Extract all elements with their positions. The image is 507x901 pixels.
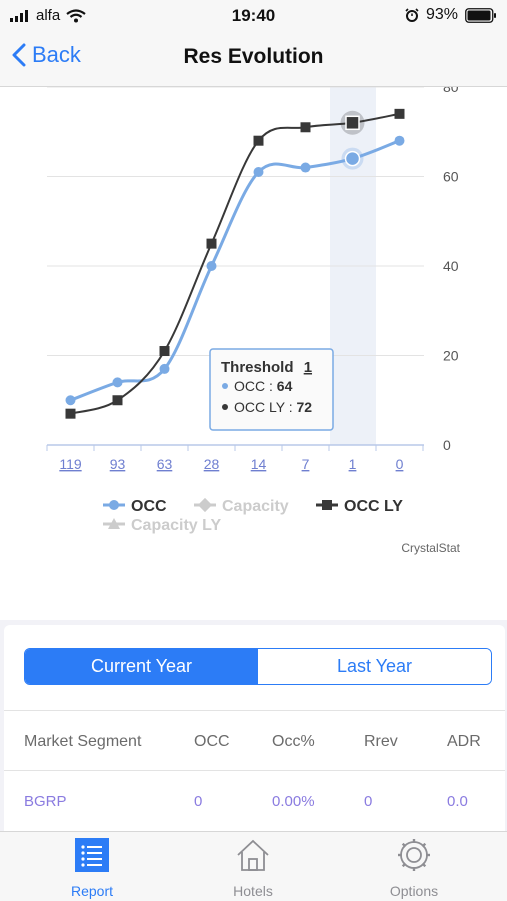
occ-ly-data-point[interactable] [112,395,123,406]
y-tick-label: 40 [443,258,459,274]
cell-rrev: 0 [364,793,373,810]
svg-text:OCC LY : 72: OCC LY : 72 [234,399,312,415]
x-tick-label[interactable]: 7 [302,456,310,472]
occ-ly-series-line [70,112,400,415]
tooltip-occ-value: 64 [277,378,293,394]
occ-ly-data-point[interactable] [206,238,217,249]
status-left: alfa [10,7,86,24]
carrier-name: alfa [36,7,61,24]
y-tick-label: 20 [443,348,459,364]
occ-data-point[interactable] [206,261,217,271]
tab-report[interactable]: Report [32,838,152,899]
legend-label-capacity-ly: Capacity LY [131,517,221,534]
occ-data-point[interactable] [394,135,405,146]
list-icon [75,838,109,872]
year-segmented-control[interactable]: Current Year Last Year [24,648,492,685]
svg-text:Threshold 1: Threshold 1 [221,359,312,376]
tab-report-label: Report [70,883,114,899]
tooltip-title: Threshold [221,359,294,376]
occ-data-point[interactable] [159,363,170,374]
x-tick-label[interactable]: 1 [349,456,357,472]
occ-ly-data-point[interactable] [65,408,76,419]
cell-occ: 0 [194,793,203,810]
header-adr: ADR [447,733,481,750]
tooltip-occ-label: OCC [234,378,265,394]
legend-label-occ: OCC [131,498,167,515]
occ-data-point[interactable] [112,377,123,388]
tab-hotels-label: Hotels [233,883,273,899]
tooltip-occly-value: 72 [297,399,313,415]
x-tick-label[interactable]: 0 [396,456,404,472]
legend-item-capacity-ly[interactable]: Capacity LY [103,517,221,534]
chart-card: 119 93 63 28 14 7 1 0 0 20 40 60 80 Threshold 1 OCC… [0,87,507,620]
tab-hotels[interactable]: Hotels [193,838,313,899]
legend-item-capacity[interactable]: Capacity [194,497,289,515]
occupancy-chart[interactable]: 119 93 63 28 14 7 1 0 0 20 40 60 80 Threshold 1 OCC… [0,87,507,620]
cell-occ-pct: 0.00% [272,793,315,810]
x-tick-label[interactable]: 119 [59,456,82,472]
status-time: 19:40 [231,6,276,25]
back-label: Back [32,42,81,67]
cell-market-segment: BGRP [24,793,67,810]
chart-tooltip: Threshold 1 OCC : 64 OCC LY : 72 [209,348,334,431]
y-tick-label: 0 [443,437,451,453]
wifi-icon [66,8,86,22]
occ-ly-data-point[interactable] [300,122,311,133]
header-market-segment: Market Segment [24,733,142,750]
header-rrev: Rrev [364,733,398,750]
occ-ly-data-point[interactable] [345,115,360,131]
chart-credit[interactable]: CrystalStat [401,541,460,555]
occ-data-point[interactable] [65,395,76,406]
tab-options[interactable]: Options [354,838,474,899]
last-year-tab[interactable]: Last Year [258,649,491,684]
navigation-bar: Back Res Evolution [0,32,507,87]
table-divider-top [4,710,505,711]
signal-icon [10,9,28,22]
table-divider-mid [4,770,505,771]
gear-icon [398,839,430,871]
x-tick-label[interactable]: 93 [110,456,126,472]
chevron-left-icon [12,43,26,67]
current-year-tab[interactable]: Current Year [25,649,258,684]
back-button[interactable]: Back [12,42,81,68]
battery-percent: 93% [425,6,458,23]
tooltip-category: 1 [304,359,312,376]
x-tick-label[interactable]: 63 [157,456,173,472]
legend-item-occ-ly[interactable]: OCC LY [316,498,403,515]
occ-ly-data-point[interactable] [394,108,405,119]
svg-text:OCC : 64: OCC : 64 [234,378,293,394]
battery-icon [465,7,496,23]
header-occ: OCC [194,733,230,750]
header-occ-pct: Occ% [272,733,315,750]
y-tick-label: 80 [443,87,459,95]
legend-item-occ[interactable]: OCC [103,498,167,515]
tab-bar: Report Hotels Options [0,831,507,901]
legend-label-capacity: Capacity [222,498,289,515]
tab-options-label: Options [389,883,439,899]
occ-ly-data-point[interactable] [253,135,264,146]
segment-table-card: Current Year Last Year Market Segment OC… [4,625,505,831]
status-bar: alfa 19:40 93% [0,0,507,32]
status-right: 93% [405,6,497,24]
occ-data-point[interactable] [300,162,311,173]
tooltip-occly-label: OCC LY [234,399,286,415]
cell-adr: 0.0 [447,793,468,810]
x-tick-label[interactable]: 14 [251,456,267,472]
legend-label-occ-ly: OCC LY [344,498,403,515]
occ-ly-data-point[interactable] [159,346,170,357]
page-title: Res Evolution [183,45,324,68]
occ-data-point[interactable] [344,150,361,167]
alarm-icon [405,8,419,22]
house-icon [237,839,269,871]
x-tick-label[interactable]: 28 [204,456,220,472]
y-tick-label: 60 [443,169,459,185]
occ-data-point[interactable] [253,167,264,178]
occ-series-line [69,139,401,402]
